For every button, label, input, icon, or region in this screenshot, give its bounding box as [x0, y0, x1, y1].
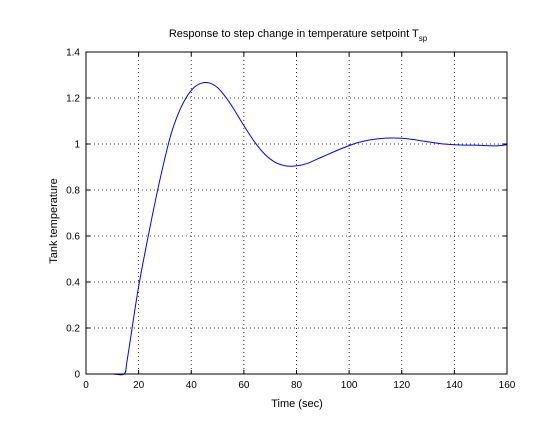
y-tick-label: 0.6 — [66, 232, 80, 243]
x-tick-label: 160 — [499, 380, 516, 391]
y-tick-labels: 0 0.2 0.4 0.6 0.8 1 1.2 1.4 — [66, 48, 80, 381]
x-tick-label: 60 — [238, 380, 250, 391]
y-tick-label: 1 — [74, 140, 80, 151]
y-tick-label: 1.2 — [66, 94, 80, 105]
chart-title-subscript: sp — [419, 34, 428, 43]
series-line-tank-temperature — [85, 81, 508, 376]
x-tick-label: 80 — [291, 380, 303, 391]
x-tick-label: 100 — [341, 380, 358, 391]
chart-title: Response to step change in temperature s… — [169, 28, 428, 43]
chart-title-main: Response to step change in temperature s… — [169, 28, 419, 40]
axes-box — [85, 51, 508, 375]
x-axis-label: Time (sec) — [271, 398, 323, 410]
x-tick-label: 0 — [83, 380, 89, 391]
y-tick-label: 1.4 — [66, 48, 80, 59]
x-tick-label: 40 — [186, 380, 198, 391]
x-tick-labels: 0 20 40 60 80 100 120 140 160 — [83, 380, 516, 391]
y-tick-label: 0.2 — [66, 324, 80, 335]
x-tick-label: 20 — [133, 380, 145, 391]
y-tick-label: 0.8 — [66, 186, 80, 197]
y-axis-label: Tank temperature — [48, 178, 60, 264]
y-tick-label: 0 — [74, 370, 80, 381]
x-tick-label: 140 — [446, 380, 463, 391]
y-tick-label: 0.4 — [66, 278, 80, 289]
grid-lines — [86, 52, 507, 374]
x-tick-label: 120 — [393, 380, 410, 391]
